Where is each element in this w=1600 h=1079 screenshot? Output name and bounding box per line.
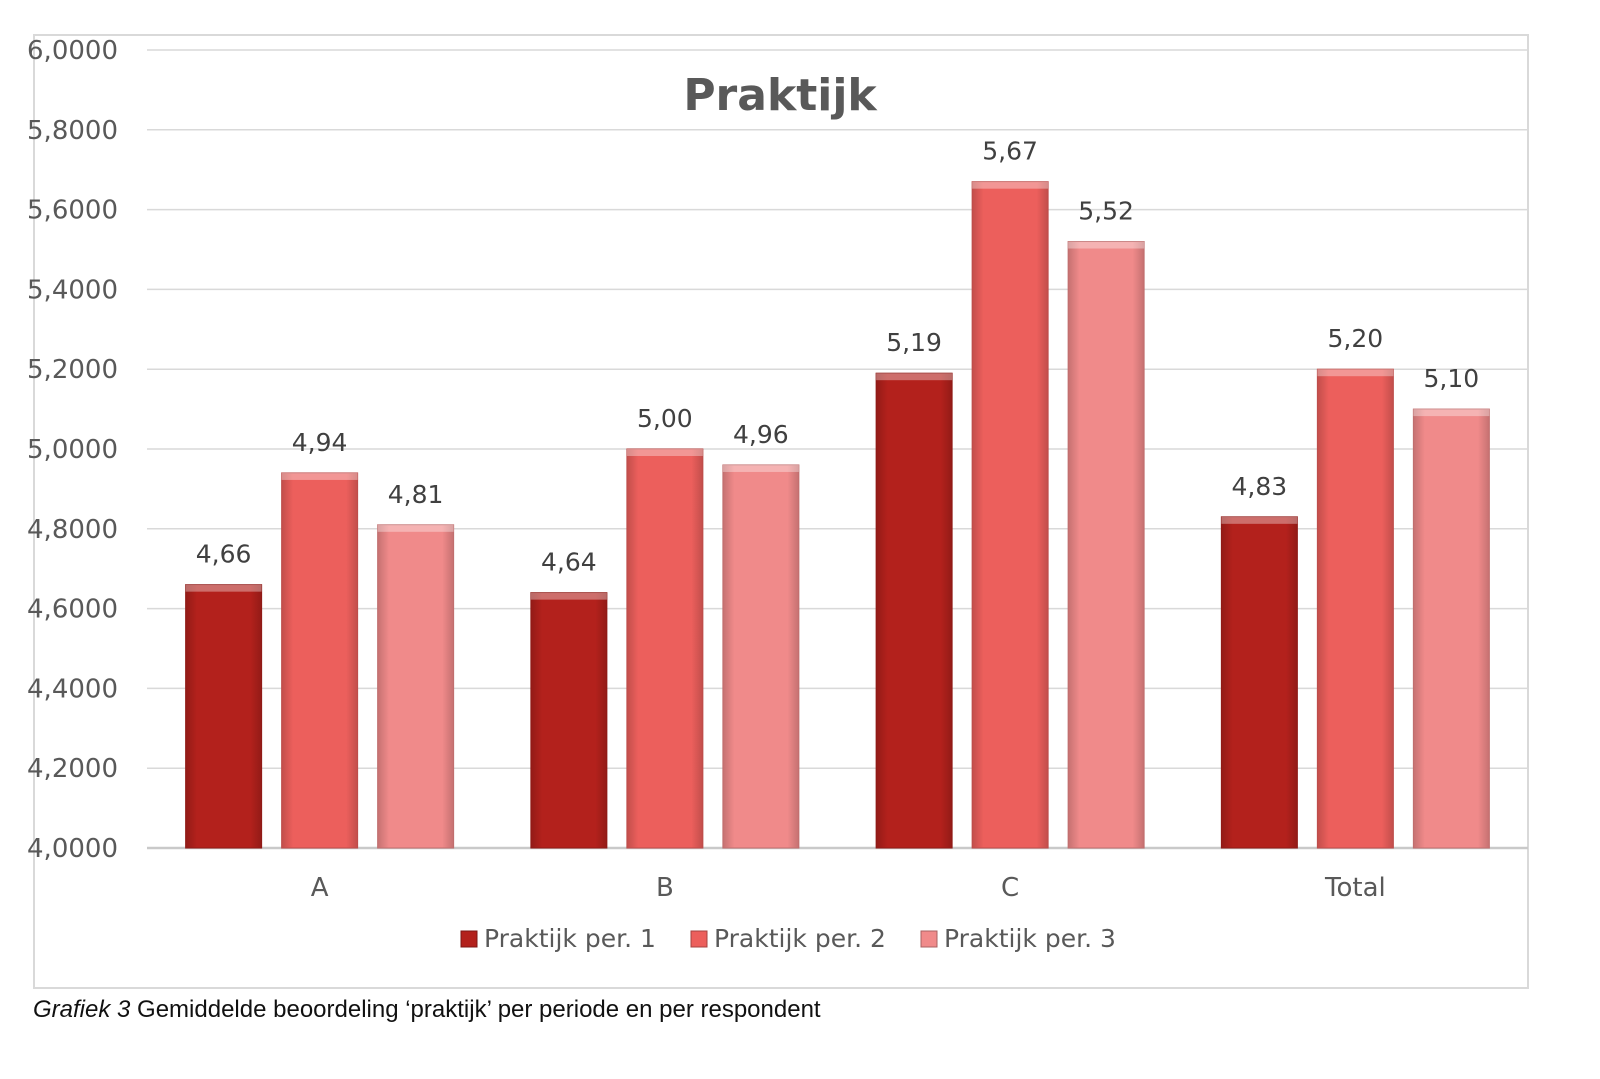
caption-text: Gemiddelde beoordeling ‘praktijk’ per pe… bbox=[130, 996, 821, 1023]
y-tick-label: 5,2000 bbox=[27, 355, 118, 385]
legend-swatch bbox=[460, 930, 478, 948]
chart-title: Praktijk bbox=[683, 70, 878, 121]
legend-swatch bbox=[920, 930, 938, 948]
data-label: 4,96 bbox=[733, 420, 789, 449]
legend-label: Praktijk per. 2 bbox=[714, 924, 886, 953]
bar bbox=[377, 524, 455, 849]
bar-top-highlight bbox=[1221, 516, 1298, 524]
bar bbox=[971, 181, 1049, 849]
figure-caption: Grafiek 3 Gemiddelde beoordeling ‘prakti… bbox=[33, 996, 821, 1024]
y-tick-label: 4,8000 bbox=[27, 515, 118, 545]
bar bbox=[1220, 516, 1298, 849]
y-tick-label: 4,6000 bbox=[27, 595, 118, 625]
data-label: 5,00 bbox=[637, 404, 693, 433]
bar bbox=[281, 472, 359, 849]
x-tick-label: B bbox=[656, 873, 674, 903]
bar bbox=[530, 592, 608, 849]
bar-top-highlight bbox=[1317, 369, 1394, 377]
bar bbox=[626, 448, 704, 849]
data-label: 4,83 bbox=[1232, 472, 1288, 501]
y-tick-label: 4,0000 bbox=[27, 834, 118, 864]
x-tick-label: A bbox=[311, 873, 329, 903]
bar-chart: 4,0000 4,2000 4,4000 4,6000 4,8000 5,0000 5,20… bbox=[27, 36, 1528, 953]
x-tick-label: Total bbox=[1324, 873, 1386, 903]
data-label: 5,19 bbox=[886, 328, 942, 357]
y-tick-label: 6,0000 bbox=[27, 36, 118, 66]
bar bbox=[875, 372, 953, 849]
y-tick-label: 4,2000 bbox=[27, 754, 118, 784]
bar-top-highlight bbox=[1068, 241, 1145, 249]
y-tick-label: 5,4000 bbox=[27, 275, 118, 305]
y-tick-label: 5,0000 bbox=[27, 435, 118, 465]
data-label: 5,52 bbox=[1078, 197, 1134, 226]
bar bbox=[1067, 241, 1145, 849]
bar-top-highlight bbox=[722, 464, 799, 472]
data-label: 4,94 bbox=[292, 428, 348, 457]
bar-top-highlight bbox=[972, 181, 1049, 189]
bar-top-highlight bbox=[876, 373, 953, 381]
bar-top-highlight bbox=[185, 584, 262, 592]
bar-top-highlight bbox=[1413, 409, 1490, 417]
data-label: 5,67 bbox=[982, 137, 1038, 166]
bar-top-highlight bbox=[530, 592, 607, 600]
data-label: 5,10 bbox=[1424, 364, 1480, 393]
bar-top-highlight bbox=[377, 524, 454, 532]
legend-label: Praktijk per. 3 bbox=[944, 924, 1116, 953]
y-tick-label: 5,8000 bbox=[27, 116, 118, 146]
bar-top-highlight bbox=[626, 449, 703, 456]
data-label: 4,66 bbox=[196, 540, 252, 569]
bar bbox=[185, 584, 263, 849]
legend-label: Praktijk per. 1 bbox=[484, 924, 656, 953]
data-label: 4,64 bbox=[541, 548, 597, 577]
bar bbox=[1316, 368, 1394, 849]
legend-swatch bbox=[690, 930, 708, 948]
y-tick-label: 5,6000 bbox=[27, 196, 118, 226]
caption-lead: Grafiek 3 bbox=[33, 996, 131, 1023]
data-label: 4,81 bbox=[388, 480, 444, 509]
bar bbox=[1412, 408, 1490, 849]
bar bbox=[722, 464, 800, 849]
bar-top-highlight bbox=[281, 472, 358, 480]
x-tick-label: C bbox=[1001, 873, 1019, 903]
y-tick-label: 4,4000 bbox=[27, 674, 118, 704]
data-label: 5,20 bbox=[1328, 324, 1384, 353]
